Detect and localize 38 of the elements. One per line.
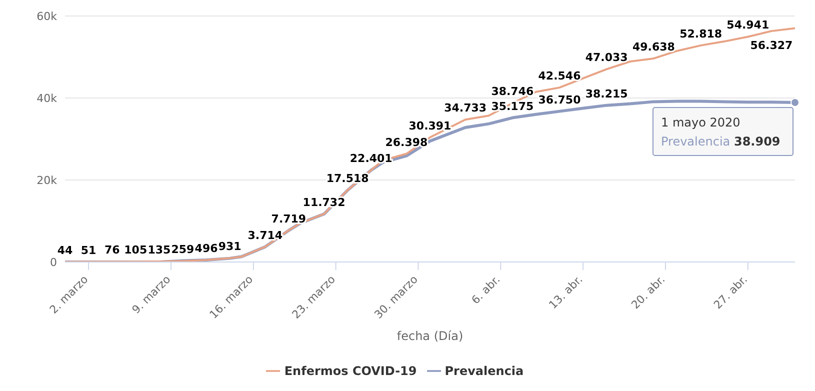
- y-tick-label: 40k: [36, 92, 58, 105]
- x-tick-label: 6. abr.: [469, 272, 503, 307]
- data-label: 3.714: [248, 228, 283, 242]
- data-label: 49.638: [632, 40, 675, 54]
- data-label: 259: [171, 242, 194, 256]
- data-label: 47.033: [585, 51, 628, 64]
- data-label: 17.518: [326, 172, 369, 186]
- data-label: 51: [80, 244, 96, 257]
- y-tick-label: 20k: [36, 174, 58, 187]
- data-label: 30.391: [408, 119, 452, 132]
- y-tick-label: 60k: [36, 10, 58, 23]
- data-label: 496: [194, 242, 218, 255]
- data-label: 42.546: [538, 70, 582, 83]
- data-label: 38.746: [491, 85, 534, 98]
- x-axis-title: fecha (Día): [396, 329, 464, 343]
- data-label: 52.818: [680, 27, 722, 40]
- data-label: 54.941: [726, 18, 770, 32]
- data-label: 38.215: [585, 87, 628, 100]
- data-label: 34.733: [444, 102, 487, 115]
- data-label: 35.175: [491, 100, 534, 113]
- data-label: 135: [148, 243, 171, 256]
- data-label: 56.327: [750, 39, 793, 52]
- data-label: 76: [104, 244, 120, 257]
- data-label: 11.732: [302, 196, 346, 209]
- data-label: 22.401: [350, 152, 392, 166]
- x-tick-label: 27. abr.: [711, 272, 750, 312]
- data-label: 26.398: [385, 136, 428, 149]
- legend-label: Enfermos COVID-19: [284, 364, 417, 378]
- annotation: 1 mayo 2020 Prevalencia 38.909: [661, 115, 780, 148]
- data-label: 105: [124, 244, 148, 257]
- data-label: 7.719: [271, 212, 306, 226]
- x-tick-label: 20. abr.: [628, 272, 668, 312]
- legend-label: Prevalencia: [444, 364, 524, 378]
- data-label: 36.750: [538, 93, 582, 106]
- y-tick-label: 0: [50, 256, 57, 269]
- x-tick-label: 13. abr.: [546, 272, 586, 312]
- data-label: 931: [218, 240, 242, 254]
- data-label: 44: [57, 244, 73, 257]
